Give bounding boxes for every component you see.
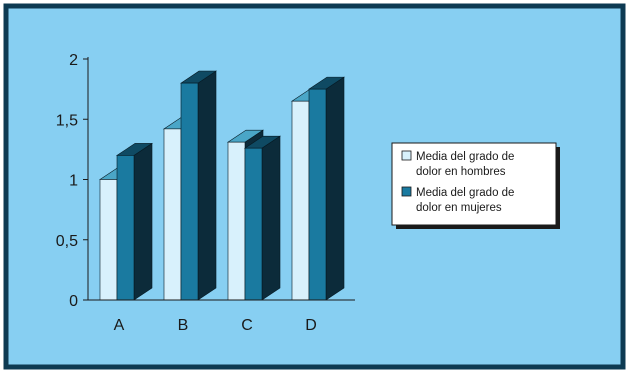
y-tick-label: 1 — [69, 173, 78, 190]
legend: Media del grado de dolor en hombres Media … — [391, 142, 560, 229]
y-tick-label: 1,5 — [56, 112, 78, 129]
x-tick-label: A — [114, 317, 125, 334]
y-tick-label: 0,5 — [56, 233, 78, 250]
y-tick-label: 0 — [69, 293, 78, 310]
axes-layer: 0 0,5 1 1,5 2 A B C D — [56, 52, 355, 334]
legend-swatch — [401, 150, 412, 161]
legend-swatch — [401, 186, 412, 197]
bar — [116, 142, 153, 301]
legend-label: dolor en hombres — [416, 166, 506, 178]
bar — [180, 70, 217, 301]
legend-box — [391, 142, 557, 226]
bar — [308, 76, 345, 301]
bar — [244, 135, 281, 301]
y-tick-label: 2 — [69, 52, 78, 69]
x-tick-label: B — [178, 317, 189, 334]
legend-label: Media del grado de — [416, 187, 514, 199]
x-tick-label: C — [241, 317, 253, 334]
legend-label: dolor en mujeres — [416, 202, 502, 214]
bars-layer — [99, 70, 345, 301]
legend-label: Media del grado de — [416, 151, 514, 163]
x-tick-label: D — [305, 317, 317, 334]
